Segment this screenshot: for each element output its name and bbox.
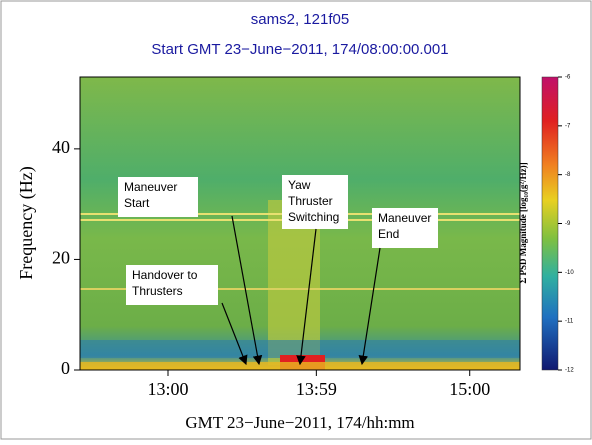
annotation-text: Thruster: [288, 194, 333, 208]
spectrogram-band: [80, 362, 520, 370]
colorbar-tick-label: -8: [565, 172, 571, 178]
annotation-text: Switching: [288, 210, 339, 224]
annotation-arrow: [358, 247, 381, 366]
x-tick-label: 15:00: [449, 379, 490, 399]
annotation-box: [118, 177, 198, 217]
plot-border: [79, 76, 521, 371]
annotation-text: Handover to: [132, 268, 198, 282]
annotation-text: Maneuver: [124, 180, 177, 194]
annotation-arrow: [231, 215, 263, 366]
chart-subtitle: Start GMT 23−June−2011, 174/08:00:00.001: [151, 41, 448, 58]
colorbar-tick-label: -12: [565, 368, 574, 374]
colorbar-label: Σ PSD Magnitude [log₁₀(g²/Hz)]: [518, 162, 528, 283]
spectrogram-line: [80, 288, 520, 290]
annotation-box: [126, 265, 218, 305]
annotation-text: Start: [124, 196, 150, 210]
chart-title: sams2, 121f05: [251, 11, 349, 28]
annotation-text: End: [378, 227, 399, 241]
colorbar-tick-label: -7: [565, 123, 571, 129]
annotation-text: Thrusters: [132, 284, 183, 298]
y-tick-label: 20: [52, 248, 70, 268]
annotation-arrow: [296, 228, 317, 366]
colorbar-tick-label: -9: [565, 221, 571, 227]
colorbar-tick-label: -11: [565, 319, 574, 325]
colorbar: [541, 76, 559, 371]
annotation-text: Yaw: [288, 178, 311, 192]
annotation-box: [282, 175, 348, 229]
spectrogram-band: [80, 340, 520, 358]
x-axis-label: GMT 23−June−2011, 174/hh:mm: [185, 413, 414, 432]
y-tick-label: 40: [52, 137, 70, 157]
y-axis-label: Frequency (Hz): [16, 166, 37, 279]
annotation-text: Maneuver: [378, 211, 431, 225]
x-tick-label: 13:00: [147, 379, 188, 399]
colorbar-tick-label: -10: [565, 270, 574, 276]
annotation-box: [372, 208, 438, 248]
colorbar-tick-label: -6: [565, 75, 571, 81]
y-tick-label: 0: [61, 358, 70, 378]
x-tick-label: 13:59: [296, 379, 337, 399]
annotation-arrow: [221, 302, 248, 366]
